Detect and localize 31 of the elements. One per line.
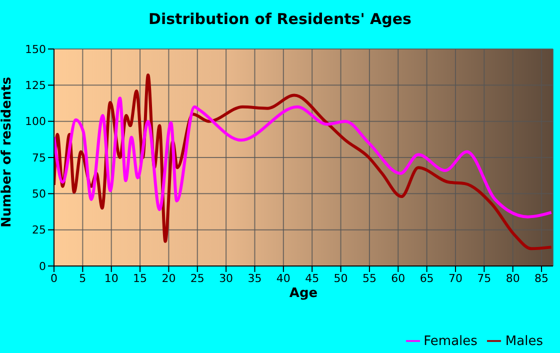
x-tick-label: 60	[391, 272, 406, 285]
y-tick-label: 25	[32, 224, 46, 237]
line-series	[54, 96, 553, 218]
y-tick-label: 100	[25, 115, 46, 128]
x-axis-title: Age	[289, 286, 318, 302]
legend-label: Females	[424, 334, 478, 349]
x-tick-label: 70	[448, 272, 462, 285]
x-tick-label: 15	[133, 272, 148, 285]
x-tick-label: 45	[305, 272, 320, 285]
x-tick-label: 25	[190, 272, 204, 285]
x-tick-label: 40	[276, 272, 290, 285]
y-tick-label: 75	[32, 151, 46, 164]
legend-label: Males	[505, 334, 543, 349]
chart-title: Distribution of Residents' Ages	[148, 10, 412, 28]
x-tick-label: 10	[104, 272, 118, 285]
x-tick-label: 75	[477, 272, 492, 285]
y-tick-label: 0	[39, 260, 46, 273]
x-tick-label: 85	[534, 272, 549, 285]
y-tick-label: 50	[32, 188, 46, 201]
y-tick-label: 125	[25, 79, 46, 92]
x-tick-label: 55	[362, 272, 376, 285]
x-tick-label: 0	[50, 272, 58, 285]
y-axis-title: Number of residents	[0, 76, 15, 228]
x-tick-label: 5	[79, 272, 86, 285]
x-tick-label: 80	[506, 272, 520, 285]
x-tick-label: 65	[420, 272, 434, 285]
x-tick-label: 30	[219, 272, 234, 285]
x-tick-label: 35	[248, 272, 262, 285]
x-tick-label: 50	[334, 272, 348, 285]
x-tick-label: 20	[162, 272, 176, 285]
y-tick-label: 150	[25, 42, 46, 56]
